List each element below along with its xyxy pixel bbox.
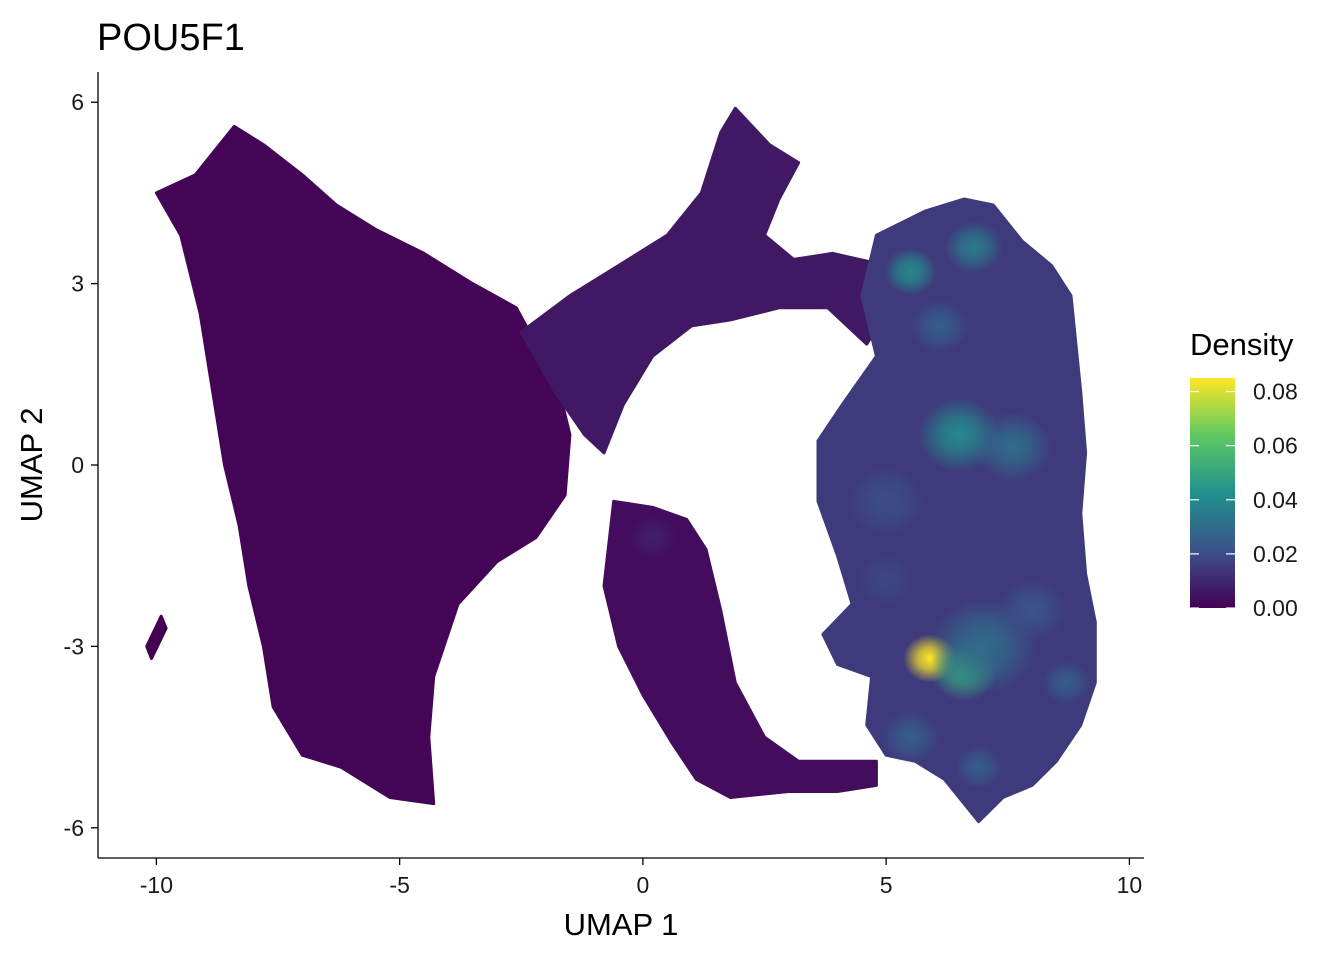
- plot-area: [145, 106, 1097, 824]
- y-axis-label: UMAP 2: [14, 408, 49, 523]
- y-tick-label: 0: [71, 452, 84, 478]
- density-hotspot: [883, 247, 938, 296]
- region-left-island: [145, 614, 168, 660]
- density-hotspot: [944, 221, 1003, 274]
- y-tick-label: -3: [64, 633, 84, 659]
- legend-tick-label: 0.08: [1253, 379, 1298, 405]
- y-axis-ticks: -6 -3 0 3 6: [64, 89, 98, 841]
- legend-ticks: 0.00 0.02 0.04 0.06 0.08: [1190, 379, 1298, 621]
- density-hotspot: [973, 411, 1052, 482]
- x-tick-label: 0: [636, 872, 649, 898]
- density-hotspot: [847, 466, 926, 537]
- x-axis-ticks: -10 -5 0 5 10: [140, 858, 1142, 898]
- density-hotspot: [910, 299, 969, 353]
- density-legend: Density 0.00 0.02 0.04 0.06 0.08: [1190, 327, 1298, 621]
- x-tick-label: -5: [389, 872, 409, 898]
- x-tick-label: 5: [880, 872, 893, 898]
- legend-colorbar: [1190, 378, 1235, 608]
- y-tick-label: -6: [64, 815, 84, 841]
- density-hotspots: [628, 221, 1091, 790]
- legend-tick-label: 0.04: [1253, 487, 1298, 513]
- legend-tick-label: 0.06: [1253, 433, 1298, 459]
- region-lower-arm: [602, 499, 878, 799]
- legend-tick-label: 0.00: [1253, 595, 1298, 621]
- chart-title: POU5F1: [97, 17, 245, 59]
- density-hotspot: [1041, 660, 1091, 705]
- legend-tick-label: 0.02: [1253, 541, 1298, 567]
- density-hotspot: [881, 710, 940, 764]
- x-tick-label: 10: [1117, 872, 1143, 898]
- legend-title: Density: [1190, 327, 1294, 362]
- y-tick-label: 3: [71, 271, 84, 297]
- region-left-lobe: [154, 124, 572, 806]
- density-hotspot: [998, 579, 1067, 641]
- region-upper-bridge: [519, 106, 888, 455]
- density-hotspot: [856, 553, 916, 607]
- density-hotspot: [628, 515, 677, 560]
- cell-regions: [145, 106, 1097, 824]
- y-tick-label: 6: [71, 89, 84, 115]
- x-axis-label: UMAP 1: [564, 907, 679, 942]
- axes: -10 -5 0 5 10 -6 -3 0 3 6: [64, 72, 1144, 898]
- x-tick-label: -10: [140, 872, 173, 898]
- density-hotspot: [954, 745, 1003, 790]
